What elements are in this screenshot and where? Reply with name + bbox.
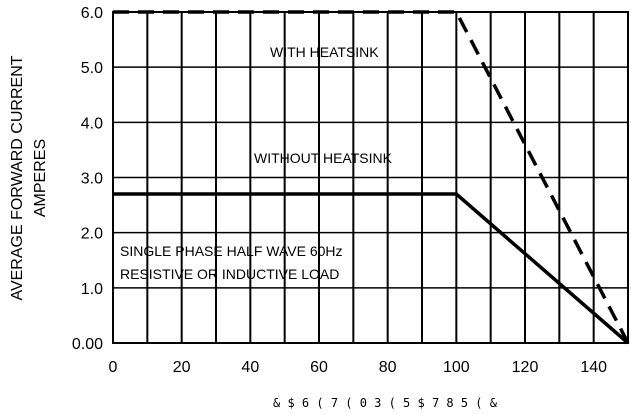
- y-tick-label: 6.0: [81, 5, 103, 22]
- x-tick-label: 0: [109, 359, 118, 376]
- y-tick-label: 0.00: [72, 336, 103, 353]
- x-tick-label: 80: [379, 359, 397, 376]
- x-tick-label: 120: [512, 359, 539, 376]
- y-tick-label: 3.0: [81, 171, 103, 188]
- x-tick-label: 140: [580, 359, 607, 376]
- y-axis-label-line-1: AVERAGE FORWARD CURRENT: [9, 55, 26, 300]
- y-axis-label-line-2: AMPERES: [32, 139, 49, 217]
- x-axis-label: & $ 6 ( 7 ( 0 3 ( 5 $ 7 8 5 ( &: [273, 396, 498, 410]
- y-tick-label: 5.0: [81, 60, 103, 77]
- x-tick-label: 40: [241, 359, 259, 376]
- annotation-with-heatsink: WITH HEATSINK: [270, 44, 379, 60]
- y-tick-label: 2.0: [81, 226, 103, 243]
- x-tick-label: 20: [173, 359, 191, 376]
- grid: [113, 12, 628, 343]
- series-line-without-heatsink: [113, 192, 630, 345]
- plot-frame: [112, 11, 629, 344]
- tick-labels: 0 20 40 60 80 100 120 140 0.00 1.0 2.0 3.0 4.0 5.0 6.0: [72, 5, 607, 376]
- annotation-without-heatsink: WITHOUT HEATSINK: [254, 150, 393, 166]
- annotation-load-type-1: SINGLE PHASE HALF WAVE 60Hz: [120, 243, 343, 259]
- y-tick-label: 4.0: [81, 115, 103, 132]
- x-tick-label: 100: [443, 359, 470, 376]
- annotation-load-type-2: RESISTIVE OR INDUCTIVE LOAD: [120, 266, 339, 282]
- x-tick-label: 60: [310, 359, 328, 376]
- y-tick-label: 1.0: [81, 281, 103, 298]
